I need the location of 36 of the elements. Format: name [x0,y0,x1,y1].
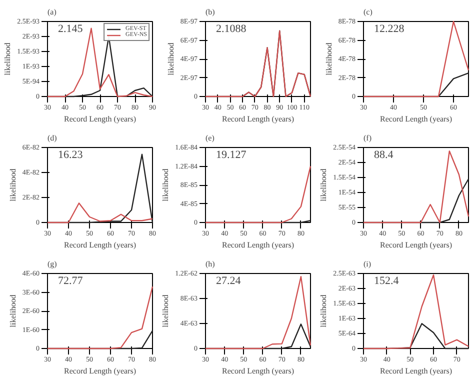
annotation: 2.145 [58,23,84,35]
annotation: 16.23 [58,149,84,161]
y-axis-title: likelihood [8,294,18,328]
y-axis-title: likelihood [324,42,334,76]
chart-title: (e) [206,134,215,142]
chart-title: (i) [364,260,372,268]
chart-title: (c) [364,8,373,16]
chart-title: (h) [206,260,216,268]
annotation: 72.77 [58,275,84,287]
chart-title: (d) [48,134,58,142]
y-axis-title: likelihood [319,294,328,328]
x-axis-title: Record Length (years) [64,366,136,376]
x-axis-title: Record Length (years) [380,114,452,124]
chart-title: (g) [48,260,58,268]
y-axis-title: likelihood [161,294,170,328]
x-axis-title: Record Length (years) [222,114,294,124]
y-axis-title: likelihood [319,168,328,202]
annotation: 152.4 [374,275,400,287]
y-axis-title: likelihood [166,42,176,76]
x-axis-title: Record Length (years) [64,240,136,250]
x-axis-title: Record Length (years) [222,366,294,376]
annotation: 88.4 [374,149,394,161]
annotation: 27.24 [216,275,242,287]
x-axis-title: Record Length (years) [380,240,452,250]
chart-title: (b) [206,8,216,16]
y-axis-title: likelihood [3,42,12,76]
chart-title: (f) [364,134,372,142]
annotation: 2.1088 [216,23,247,35]
annotation: 12.228 [374,23,405,35]
chart-title: (a) [48,8,57,16]
y-axis-title: likelihood [8,168,18,202]
x-axis-title: Record Length (years) [64,114,136,124]
y-axis-title: likelihood [161,168,170,202]
x-axis-title: Record Length (years) [380,366,452,376]
annotation: 19.127 [216,149,247,161]
x-axis-title: Record Length (years) [222,240,294,250]
